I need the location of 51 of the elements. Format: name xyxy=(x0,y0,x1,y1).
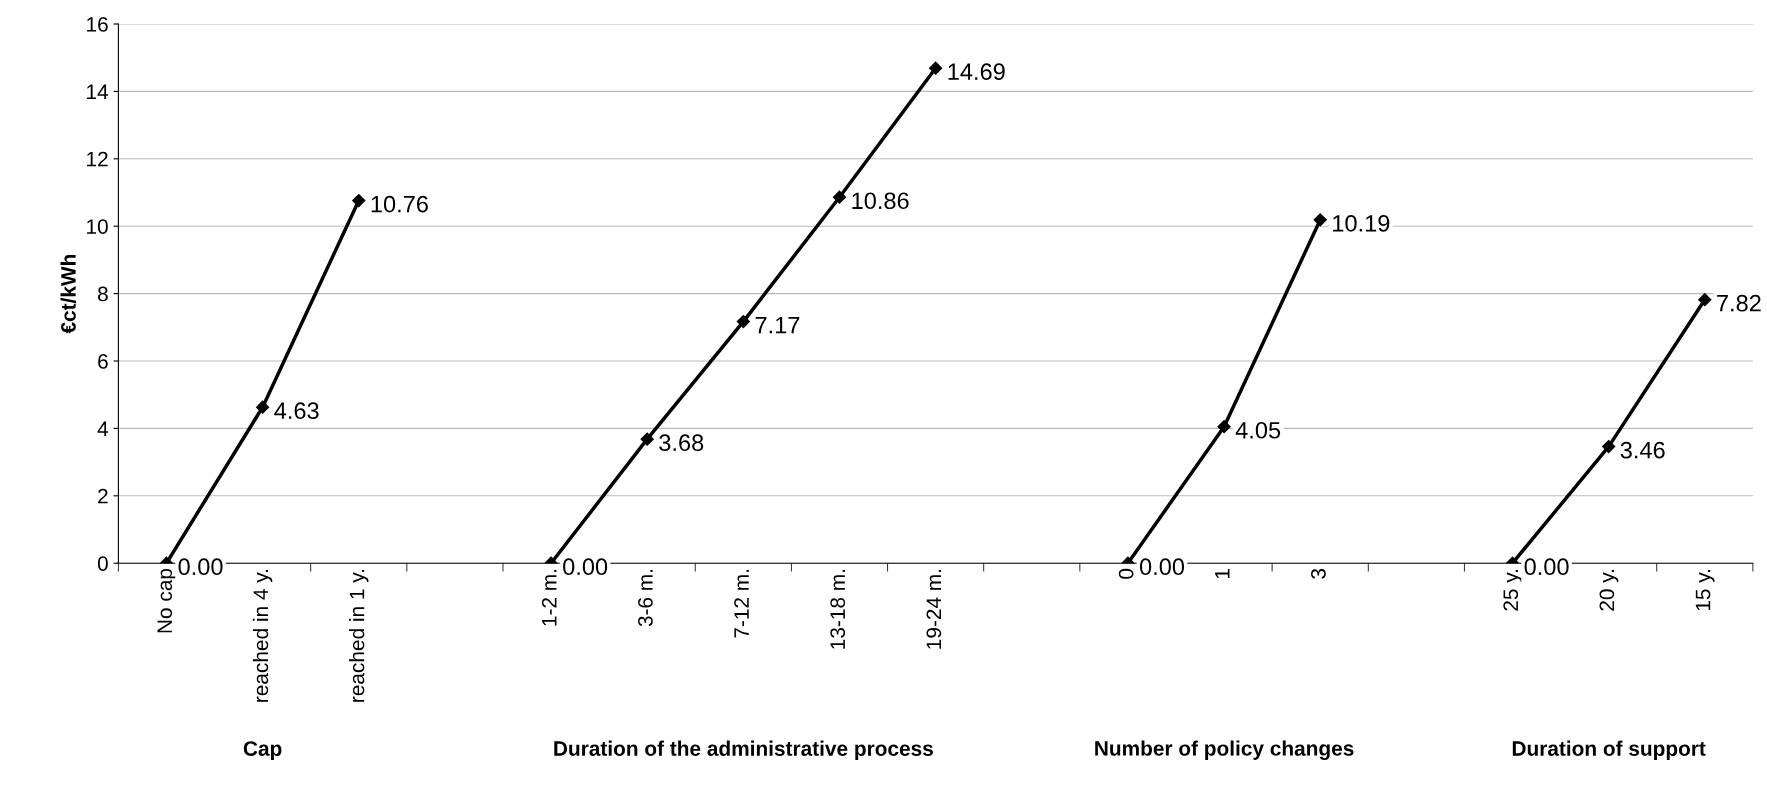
y-tick-label: 2 xyxy=(98,488,108,504)
y-tick-label: 8 xyxy=(97,286,108,302)
data-label: 7.82 xyxy=(1717,294,1761,312)
y-tick-label: 10 xyxy=(87,219,108,234)
x-tick-label: 3-6 m. xyxy=(638,569,653,627)
data-label: 7.17 xyxy=(755,316,800,334)
data-label: 14.69 xyxy=(948,63,1005,81)
y-tick-label: 4 xyxy=(97,421,109,436)
point xyxy=(1217,420,1231,434)
data-label: 4.63 xyxy=(274,402,319,420)
data-label: 3.46 xyxy=(1620,441,1665,459)
data-label: 10.86 xyxy=(852,192,909,210)
x-tick-label: 3 xyxy=(1311,568,1326,579)
x-tick-label: 19-24 m. xyxy=(926,569,942,649)
point xyxy=(736,314,750,329)
x-tick-label: 15 y. xyxy=(1695,569,1715,611)
x-tick-label: 25 y. xyxy=(1503,569,1523,611)
x-tick-label: 7-12 m. xyxy=(734,569,749,638)
text: Number of policy changes xyxy=(1095,740,1354,761)
data-label: 0.00 xyxy=(1139,558,1185,576)
point xyxy=(929,61,943,75)
data-label: 0.00 xyxy=(1524,558,1569,576)
text: Duration of support xyxy=(1512,740,1706,761)
data-label: 0.00 xyxy=(563,558,608,576)
x-tick-label: 0 xyxy=(1118,568,1134,579)
data-label: 10.76 xyxy=(371,195,428,213)
text: Duration of the administrative process xyxy=(554,740,933,761)
x-tick-label: reached in 1 y. xyxy=(349,569,369,702)
x-tick-label: reached in 4 y. xyxy=(252,569,273,702)
point xyxy=(640,432,654,446)
point xyxy=(1698,293,1712,307)
y-tick-label: 16 xyxy=(87,17,108,32)
y-tick-label: 12 xyxy=(87,151,108,167)
x-tick-label: 13-18 m. xyxy=(830,569,846,649)
point xyxy=(256,400,270,414)
x-tick-label: 20 y. xyxy=(1599,569,1619,611)
y-axis-title: €ct/kWh xyxy=(60,254,77,334)
text: Cap xyxy=(243,741,282,761)
y-tick-label: 6 xyxy=(98,354,108,369)
data-label: 4.05 xyxy=(1235,421,1281,439)
data-label: 10.19 xyxy=(1333,214,1390,232)
y-tick-label: 14 xyxy=(87,84,109,99)
x-tick-label: No cap xyxy=(157,568,177,633)
data-label: 3.68 xyxy=(659,434,704,452)
x-tick-label: 1 xyxy=(1215,569,1230,579)
data-label: 0.00 xyxy=(178,558,223,576)
point xyxy=(1602,440,1616,454)
x-tick-label: 1-2 m. xyxy=(541,569,557,626)
point xyxy=(832,190,847,204)
point xyxy=(352,193,366,208)
point xyxy=(1313,213,1327,227)
